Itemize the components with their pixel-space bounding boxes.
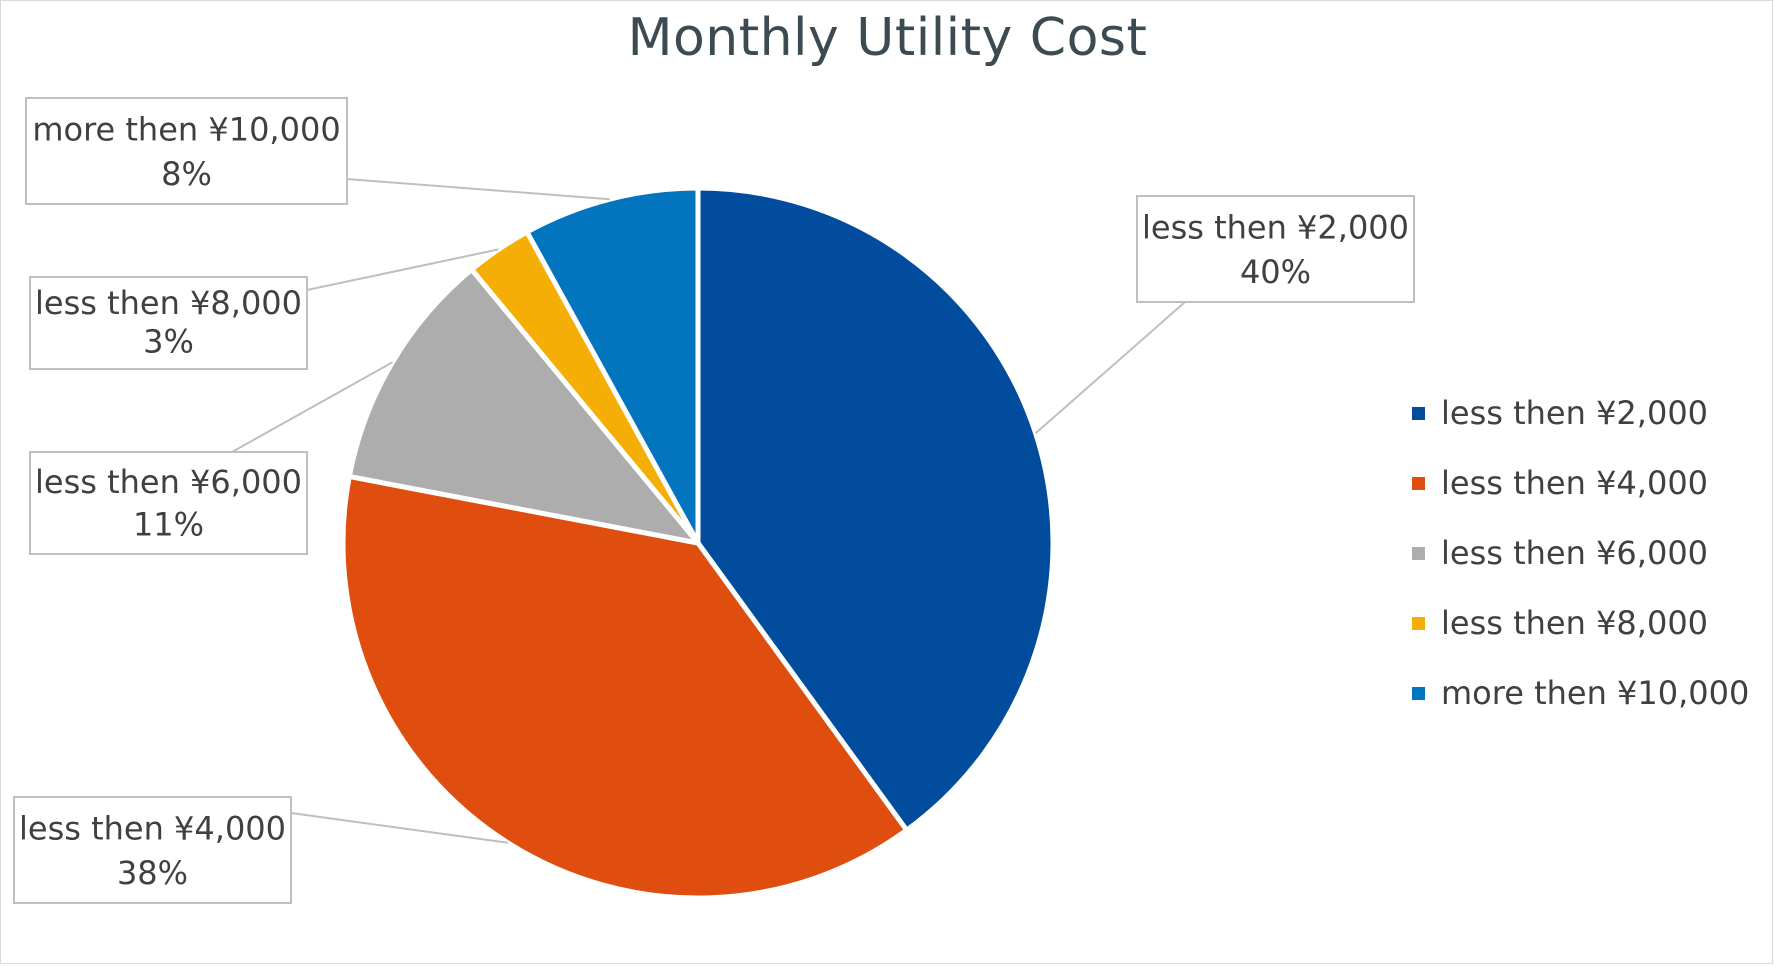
leader-line	[346, 178, 610, 201]
leader-line	[1034, 301, 1186, 435]
callout-percent-label: 40%	[1240, 253, 1311, 291]
callout-category-label: more then ¥10,000	[32, 110, 340, 148]
legend-swatch	[1412, 546, 1425, 560]
pie-slice	[695, 185, 1056, 833]
callout-box	[13, 796, 292, 904]
chart-title: Monthly Utility Cost	[627, 8, 1148, 68]
legend-label: less then ¥6,000	[1441, 534, 1709, 572]
legend: less then ¥2,000 less then ¥4,000 less t…	[1412, 378, 1749, 728]
legend-item: less then ¥8,000	[1412, 588, 1749, 658]
callout-percent-label: 11%	[133, 506, 204, 544]
callout-percent-label: 38%	[117, 854, 188, 892]
pie-slice	[346, 266, 701, 546]
legend-label: less then ¥4,000	[1441, 464, 1709, 502]
data-callout: more then ¥10,000 8%	[25, 97, 348, 205]
data-callout: less then ¥6,000 11%	[29, 451, 308, 555]
legend-swatch	[1412, 686, 1425, 700]
legend-item: less then ¥4,000	[1412, 448, 1749, 518]
callout-percent-label: 3%	[143, 322, 194, 360]
data-callout: less then ¥2,000 40%	[1136, 195, 1415, 303]
callout-box	[29, 276, 308, 370]
legend-label: more then ¥10,000	[1441, 674, 1750, 712]
legend-swatch	[1412, 616, 1425, 630]
callout-category-label: less then ¥2,000	[1142, 208, 1409, 246]
callout-box	[29, 451, 308, 555]
callout-box	[25, 97, 348, 205]
leader-line	[231, 361, 393, 453]
leader-lines	[231, 178, 1186, 844]
callout-category-label: less then ¥6,000	[35, 463, 302, 501]
legend-label: less then ¥2,000	[1441, 394, 1709, 432]
data-callout: less then ¥4,000 38%	[13, 796, 292, 904]
legend-item: less then ¥6,000	[1412, 518, 1749, 588]
callout-category-label: less then ¥4,000	[19, 809, 286, 847]
pie-slice	[524, 185, 701, 546]
legend-swatch	[1412, 406, 1425, 420]
legend-item: more then ¥10,000	[1412, 658, 1749, 728]
legend-item: less then ¥2,000	[1412, 378, 1749, 448]
callout-percent-label: 8%	[161, 155, 212, 193]
legend-label: less then ¥8,000	[1441, 604, 1709, 642]
leader-line	[290, 812, 508, 844]
legend-swatch	[1412, 476, 1425, 490]
pie-slices	[340, 185, 1056, 901]
callout-box	[1136, 195, 1415, 303]
leader-line	[306, 248, 499, 291]
callout-category-label: less then ¥8,000	[35, 284, 302, 322]
